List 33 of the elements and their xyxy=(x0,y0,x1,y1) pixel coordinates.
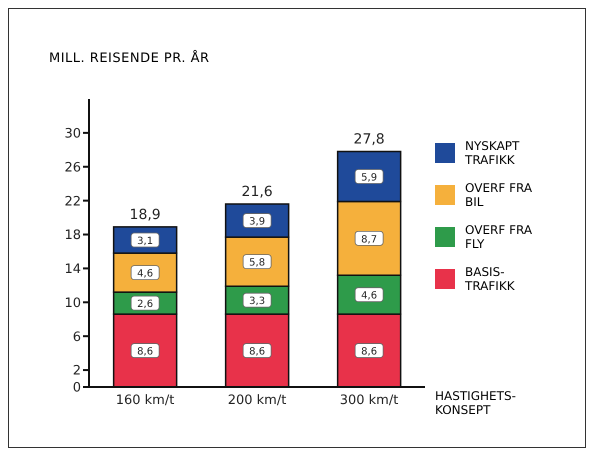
data-label: 3,1 xyxy=(137,236,154,248)
data-label: 8,6 xyxy=(137,346,154,358)
y-tick-label: 6 xyxy=(72,330,81,345)
y-tick-label: 22 xyxy=(64,194,81,210)
data-label: 4,6 xyxy=(361,290,378,302)
legend-label: OVERF FRA BIL xyxy=(465,181,534,209)
data-label: 8,6 xyxy=(249,346,266,358)
x-axis-title: HASTIGHETS-KONSEPT xyxy=(435,389,517,417)
legend-label: NYSKAPT TRAFIKK xyxy=(465,139,520,167)
data-label: 3,3 xyxy=(249,296,266,308)
data-label: 5,8 xyxy=(249,258,266,269)
data-label: 2,6 xyxy=(137,299,154,310)
x-tick-label: 300 km/t xyxy=(340,393,398,408)
total-label: 27,8 xyxy=(354,132,385,148)
legend-label: BASIS-TRAFIKK xyxy=(465,265,516,293)
y-tick-label: 18 xyxy=(64,228,81,244)
legend-label: OVERF FRA FLY xyxy=(465,223,534,251)
y-tick-label: 2 xyxy=(72,364,81,379)
data-label: 4,6 xyxy=(137,268,154,280)
data-label: 8,7 xyxy=(361,234,378,246)
y-tick-label: 14 xyxy=(64,262,81,278)
total-label: 21,6 xyxy=(242,184,273,200)
y-tick-label: 26 xyxy=(64,160,81,176)
data-label: 8,6 xyxy=(361,346,378,358)
data-label: 3,9 xyxy=(249,216,266,228)
x-tick-label: 200 km/t xyxy=(228,393,286,408)
y-axis-title: MILL. REISENDE PR. ÅR xyxy=(49,51,210,66)
x-tick-label: 160 km/t xyxy=(116,393,174,408)
data-label: 5,9 xyxy=(361,172,378,184)
y-tick-label: 10 xyxy=(64,296,81,311)
total-label: 18,9 xyxy=(130,206,161,223)
y-tick-label: 30 xyxy=(64,126,81,142)
y-tick-label: 0 xyxy=(72,380,81,396)
